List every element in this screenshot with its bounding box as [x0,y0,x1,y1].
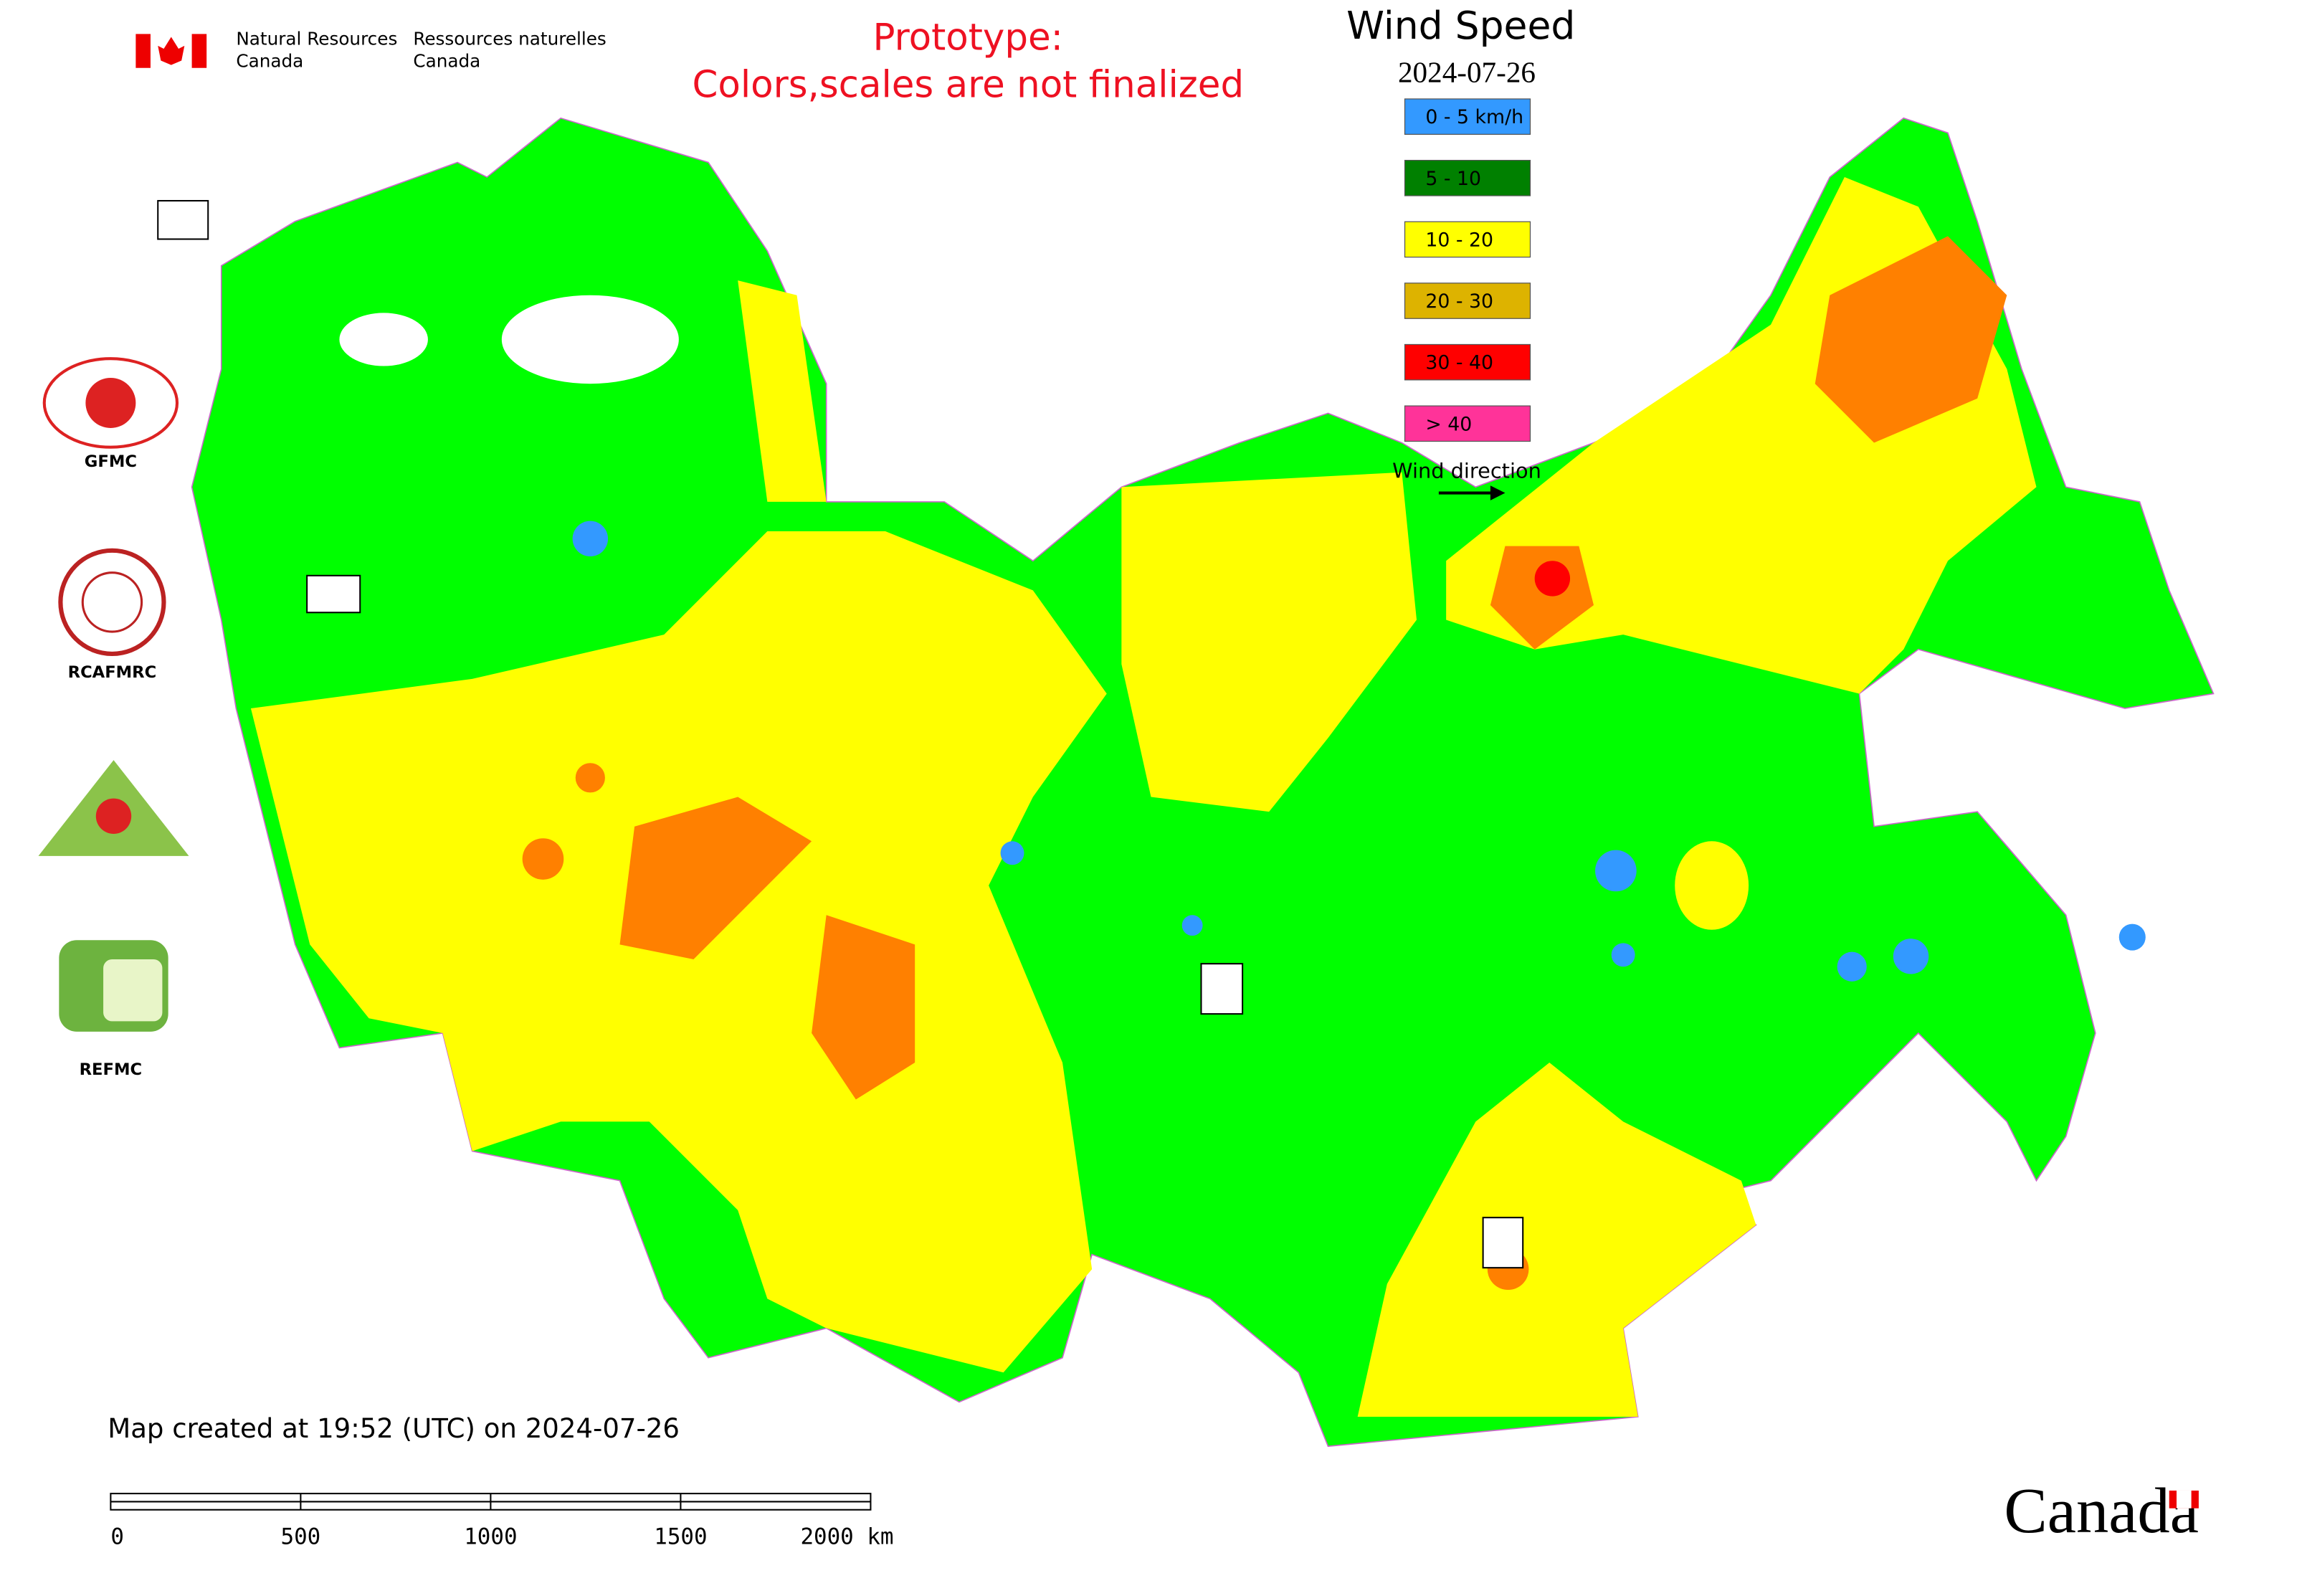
legend-label: > 40 [1425,413,1472,435]
created-note: Map created at 19:52 (UTC) on 2024-07-26 [108,1413,680,1444]
legend-title: Wind Speed [1346,3,1575,48]
legend-label: 20 - 30 [1425,290,1493,313]
zone-blue [1181,915,1203,936]
station-marker [1200,963,1244,1015]
legend-swatch [1404,405,1531,442]
logo-rcafmrc-inner [81,571,143,633]
scale-label: 500 [281,1524,321,1549]
legend-label: 0 - 5 km/h [1425,106,1523,128]
zone-orange [575,763,605,793]
scale-labels: 0 500 1000 1500 2000 km [110,1493,894,1549]
logo-gfmc-flame [85,377,136,428]
flag-left [135,34,151,68]
legend-swatch [1404,98,1531,135]
zone-orange [1815,236,2007,443]
legend-swatch [1404,343,1531,381]
legend: 0 - 5 km/h 5 - 10 10 - 20 20 - 30 30 - 40 > 4… [1404,98,1531,442]
zone-blue [572,521,609,557]
zone-yellow [738,280,827,502]
zone-blue [1837,951,1867,982]
scale-label: 2000 km [800,1524,893,1549]
prototype-note: Colors,scales are not finalized [692,64,1244,107]
legend-label: 5 - 10 [1425,168,1481,190]
zone-blue [1611,943,1635,967]
zone-blue [2118,923,2146,951]
agency-fr: Canada [413,51,480,72]
station-marker [1482,1217,1524,1269]
scale-label: 1500 [654,1524,707,1549]
scale-label: 1000 [464,1524,517,1549]
legend-label: 10 - 20 [1425,229,1493,251]
lake [501,295,679,384]
zone-yellow [1357,1063,1756,1417]
logo-label: GFMC [85,452,137,471]
wordmark-flag-white [2177,1490,2192,1509]
agency-fr: Ressources naturelles [413,29,606,49]
prototype-note: Prototype: [873,16,1063,60]
zone-yellow [1121,472,1417,812]
agency-en: Canada [236,51,303,72]
station-marker [157,199,209,240]
zone-red [1534,561,1571,597]
legend-swatch [1404,282,1531,319]
logo-reefmc-flame [95,798,132,835]
flag-leaf [158,37,185,65]
logo-label: REFMC [80,1060,142,1079]
arrow-label: Wind direction [1392,459,1541,483]
zone-orange [619,797,812,959]
legend-label: 30 - 40 [1425,352,1493,374]
logo-refmc-inner [103,959,163,1022]
zone-blue [1595,850,1637,892]
canada-wordmark: Canada [2004,1474,2199,1547]
logo-label: RCAFMRC [68,663,157,682]
flag-right [191,34,207,68]
station-marker [306,574,361,614]
wind-arrow-head [1490,485,1506,500]
zone-blue [1893,939,1929,974]
zone-orange [812,915,915,1100]
legend-swatch [1404,159,1531,196]
scale-label: 0 [110,1524,124,1549]
legend-date: 2024-07-26 [1398,55,1536,88]
lake [339,313,428,366]
legend-swatch [1404,221,1531,258]
zone-yellow [1675,841,1749,930]
zone-blue [1000,841,1024,865]
zone-orange [522,838,564,880]
agency-en: Natural Resources [236,29,397,49]
